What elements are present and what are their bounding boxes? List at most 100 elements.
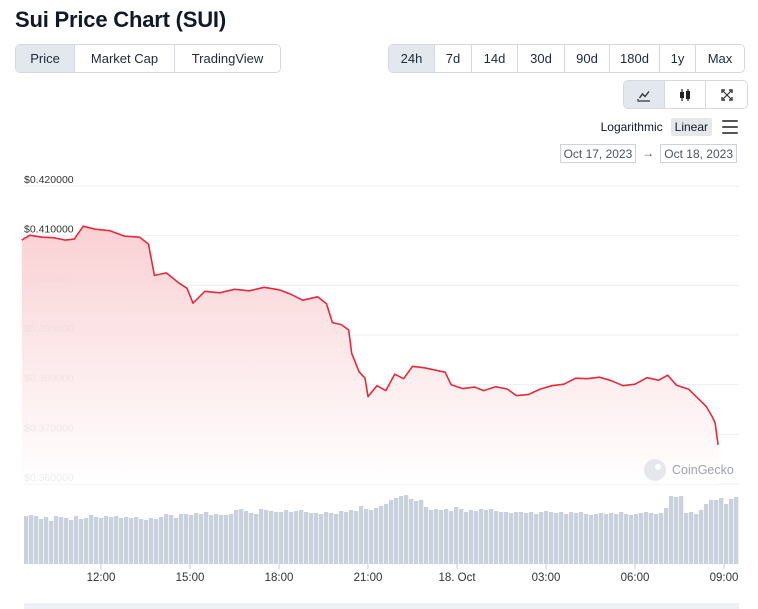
volume-bar <box>659 513 664 564</box>
volume-bar <box>414 501 419 564</box>
volume-bar <box>724 504 729 564</box>
volume-bar <box>279 512 284 564</box>
volume-bar <box>214 514 219 564</box>
volume-bar <box>294 511 299 564</box>
volume-bar <box>424 507 429 564</box>
volume-bar <box>644 512 649 564</box>
volume-bar <box>339 511 344 564</box>
volume-bar <box>119 518 124 564</box>
volume-bar <box>109 517 114 564</box>
volume-bar <box>474 511 479 564</box>
volume-bar <box>529 512 534 564</box>
volume-bar <box>249 513 254 564</box>
volume-bar <box>179 514 184 564</box>
volume-bar <box>159 517 164 564</box>
volume-bar <box>514 512 519 564</box>
volume-bar <box>74 516 79 564</box>
volume-bar <box>664 508 669 564</box>
volume-bar <box>449 511 454 564</box>
range-30d[interactable]: 30d <box>518 45 565 72</box>
tab-tradingview[interactable]: TradingView <box>191 51 264 66</box>
volume-bar <box>649 513 654 564</box>
volume-bar <box>139 519 144 564</box>
navigator-strip[interactable] <box>24 603 739 609</box>
price-area <box>21 226 719 484</box>
range-7d[interactable]: 7d <box>435 45 472 72</box>
date-to-input[interactable]: Oct 18, 2023 <box>660 143 737 163</box>
price-line <box>21 225 719 445</box>
tab-market-cap[interactable]: Market Cap <box>75 45 175 72</box>
volume-bar <box>184 514 189 564</box>
volume-bar <box>349 510 354 564</box>
candlestick-button[interactable] <box>665 81 706 108</box>
range-180d[interactable]: 180d <box>610 45 660 72</box>
volume-bar <box>619 512 624 564</box>
volume-bar <box>714 500 719 564</box>
range-14d[interactable]: 14d <box>472 45 518 72</box>
line-chart-button[interactable] <box>624 81 665 108</box>
volume-bar <box>584 514 589 564</box>
volume-bar <box>234 510 239 564</box>
volume-bar <box>24 516 29 564</box>
volume-bar <box>544 511 549 564</box>
volume-bar <box>404 495 409 564</box>
volume-bar <box>409 499 414 564</box>
volume-bar <box>304 512 309 564</box>
range-90d[interactable]: 90d <box>565 45 610 72</box>
volume-bar <box>254 514 259 564</box>
volume-bar <box>634 514 639 564</box>
volume-bar <box>284 510 289 564</box>
volume-bar <box>604 514 609 564</box>
volume-bar <box>549 512 554 564</box>
volume-bar <box>134 517 139 564</box>
volume-bar <box>99 518 104 564</box>
hamburger-menu-icon[interactable] <box>722 120 738 134</box>
fullscreen-button[interactable] <box>706 81 747 108</box>
x-tick-label: 06:00 <box>621 572 650 584</box>
volume-bar <box>689 512 694 564</box>
volume-bar <box>29 515 34 564</box>
candlestick-icon <box>680 88 690 101</box>
tab-price[interactable]: Price <box>16 45 75 72</box>
volume-bar <box>419 500 424 564</box>
volume-bar <box>174 518 179 564</box>
volume-bar <box>719 498 724 564</box>
volume-bar <box>399 496 404 564</box>
volume-bar <box>679 496 684 564</box>
volume-bar <box>224 515 229 564</box>
volume-bar <box>364 509 369 564</box>
volume-bar <box>559 512 564 564</box>
volume-bar <box>669 496 674 564</box>
volume-bar <box>269 511 274 564</box>
volume-bar <box>499 512 504 564</box>
volume-bar <box>84 518 89 564</box>
range-1y[interactable]: 1y <box>660 45 696 72</box>
volume-bar <box>239 509 244 564</box>
volume-bar <box>684 513 689 564</box>
x-tick-label: 18. Oct <box>438 572 476 584</box>
volume-bar <box>189 515 194 564</box>
logarithmic-option[interactable]: Logarithmic <box>600 120 663 134</box>
volume-bar <box>624 514 629 564</box>
date-from-input[interactable]: Oct 17, 2023 <box>559 143 637 163</box>
volume-bar <box>574 513 579 564</box>
volume-bar <box>594 514 599 564</box>
volume-bar <box>89 515 94 564</box>
range-max[interactable]: Max <box>707 51 733 66</box>
volume-bar <box>554 513 559 564</box>
volume-bar <box>519 512 524 564</box>
volume-bar <box>704 504 709 564</box>
volume-bar <box>564 514 569 564</box>
volume-bar <box>59 517 64 564</box>
volume-bar <box>149 518 154 564</box>
volume-bar <box>209 515 214 564</box>
volume-bar <box>204 512 209 564</box>
volume-bar <box>124 517 129 564</box>
volume-bar <box>359 506 364 564</box>
volume-bar <box>484 510 489 564</box>
arrow-right-icon: → <box>642 146 655 160</box>
volume-bar <box>699 510 704 564</box>
range-24h[interactable]: 24h <box>389 45 435 72</box>
volume-bar <box>614 514 619 564</box>
linear-option[interactable]: Linear <box>670 118 712 136</box>
